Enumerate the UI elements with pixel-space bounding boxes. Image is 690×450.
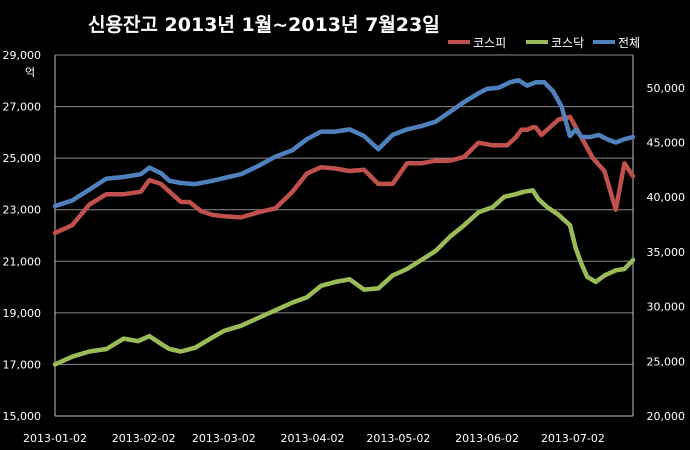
x-tick-label: 2013-05-02 — [366, 432, 430, 445]
x-tick-label: 2013-03-02 — [192, 432, 256, 445]
left-tick-label: 29,000 — [3, 49, 42, 62]
left-tick-label: 21,000 — [3, 255, 42, 268]
left-tick-label: 19,000 — [3, 307, 42, 320]
right-tick-label: 30,000 — [647, 301, 686, 314]
left-tick-label: 27,000 — [3, 101, 42, 114]
left-tick-label: 25,000 — [3, 152, 42, 165]
x-tick-label: 2013-06-02 — [455, 432, 519, 445]
series-lines — [52, 77, 636, 367]
gridlines — [55, 54, 633, 365]
chart-title: 신용잔고 2013년 1월~2013년 7월23일 — [88, 14, 440, 36]
right-tick-label: 35,000 — [647, 246, 686, 259]
left-tick-label: 23,000 — [3, 204, 42, 217]
legend-label: 코스닥 — [551, 36, 584, 50]
right-tick-label: 45,000 — [647, 137, 686, 150]
left-tick-label: 17,000 — [3, 358, 42, 371]
x-tick-label: 2013-04-02 — [281, 432, 345, 445]
axes — [54, 55, 634, 417]
x-tick-label: 2013-07-02 — [541, 432, 605, 445]
right-tick-label: 20,000 — [647, 410, 686, 423]
right-tick-label: 50,000 — [647, 82, 686, 95]
series-line-코스닥 — [52, 188, 636, 367]
series-line-전체 — [52, 77, 636, 209]
left-tick-label: 15,000 — [3, 410, 42, 423]
right-tick-label: 40,000 — [647, 191, 686, 204]
right-tick-label: 25,000 — [647, 355, 686, 368]
left-axis-ticks: 15,000 17,000 19,000 21,000 23,000 25,000 27,0… — [3, 49, 42, 423]
x-axis-ticks: 2013-01-02 2013-02-02 2013-03-02 2013-04-02… — [23, 432, 605, 445]
right-axis-ticks: 20,000 25,000 30,000 35,000 40,000 45,000 50,0… — [647, 82, 686, 423]
left-axis-unit-label: 억 — [25, 66, 35, 79]
legend: 코스피 코스닥 전체 — [448, 36, 640, 50]
series-line-코스피 — [52, 114, 636, 236]
x-tick-label: 2013-02-02 — [112, 432, 176, 445]
x-tick-label: 2013-01-02 — [23, 432, 87, 445]
legend-label: 전체 — [618, 36, 640, 50]
legend-label: 코스피 — [473, 36, 506, 50]
